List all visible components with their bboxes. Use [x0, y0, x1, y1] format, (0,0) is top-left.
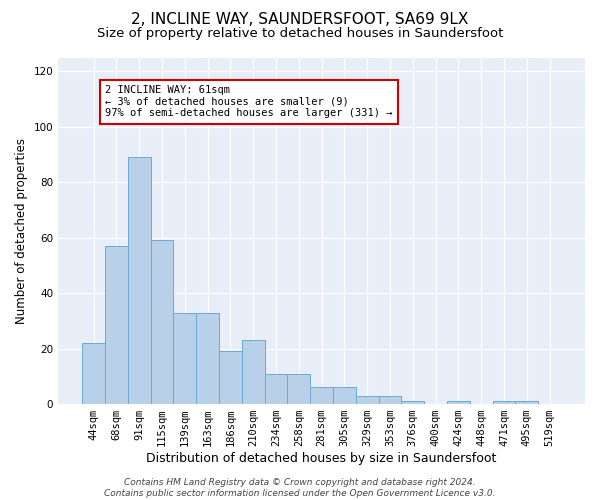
- Bar: [196, 312, 219, 404]
- Bar: [242, 340, 265, 404]
- Bar: [173, 312, 196, 404]
- Bar: [105, 246, 128, 404]
- Bar: [265, 374, 287, 404]
- Bar: [333, 388, 356, 404]
- Text: Size of property relative to detached houses in Saundersfoot: Size of property relative to detached ho…: [97, 28, 503, 40]
- Bar: [447, 402, 470, 404]
- Text: 2, INCLINE WAY, SAUNDERSFOOT, SA69 9LX: 2, INCLINE WAY, SAUNDERSFOOT, SA69 9LX: [131, 12, 469, 28]
- Bar: [310, 388, 333, 404]
- Bar: [151, 240, 173, 404]
- Bar: [515, 402, 538, 404]
- X-axis label: Distribution of detached houses by size in Saundersfoot: Distribution of detached houses by size …: [146, 452, 497, 465]
- Bar: [379, 396, 401, 404]
- Bar: [82, 343, 105, 404]
- Bar: [493, 402, 515, 404]
- Bar: [356, 396, 379, 404]
- Bar: [128, 158, 151, 404]
- Bar: [287, 374, 310, 404]
- Text: 2 INCLINE WAY: 61sqm
← 3% of detached houses are smaller (9)
97% of semi-detache: 2 INCLINE WAY: 61sqm ← 3% of detached ho…: [105, 85, 392, 118]
- Text: Contains HM Land Registry data © Crown copyright and database right 2024.
Contai: Contains HM Land Registry data © Crown c…: [104, 478, 496, 498]
- Bar: [219, 352, 242, 404]
- Bar: [401, 402, 424, 404]
- Y-axis label: Number of detached properties: Number of detached properties: [15, 138, 28, 324]
